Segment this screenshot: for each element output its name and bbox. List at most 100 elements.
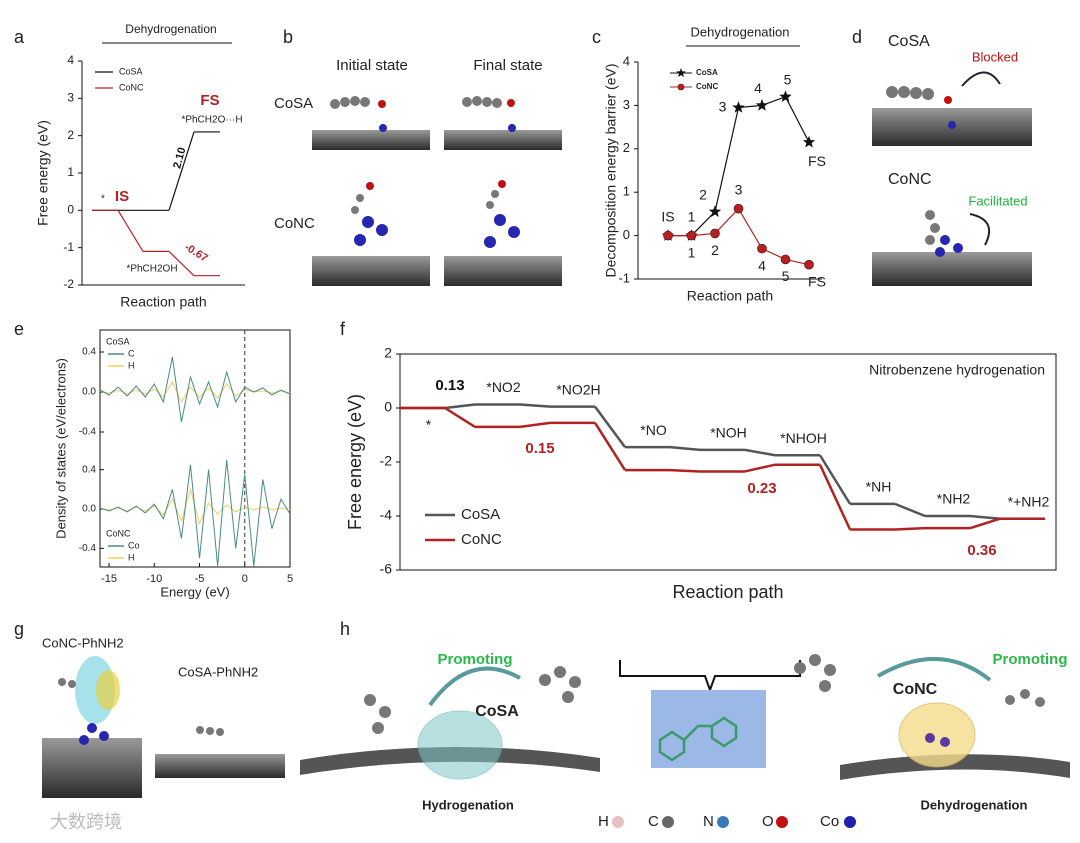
- state-label: *NH2: [937, 491, 971, 507]
- x-tick-label: -15: [101, 573, 117, 585]
- legend-title: CoNC: [106, 528, 131, 538]
- column-label: Initial state: [336, 57, 408, 74]
- state-label: *: [101, 194, 105, 205]
- state-label: *: [426, 417, 432, 433]
- marker: [779, 90, 792, 102]
- annotation: 0.23: [747, 480, 776, 497]
- marker: [708, 205, 722, 217]
- annotation: 0.15: [525, 440, 554, 457]
- dos-curve: [99, 459, 291, 567]
- watermark: 大数跨境: [50, 812, 122, 832]
- legend-label: CoNC: [119, 82, 144, 92]
- legend-swatch: [776, 816, 788, 828]
- panel-g: CoNC-PhNH2 CoSA-PhNH2: [42, 635, 285, 798]
- marker: [757, 243, 767, 254]
- state-label: *+NH2: [1008, 493, 1050, 509]
- connector: [969, 514, 1001, 520]
- state-label: *NH: [866, 479, 892, 495]
- annotation: FS: [200, 92, 219, 109]
- surface-slab: [872, 252, 1032, 286]
- note: Blocked: [972, 49, 1018, 64]
- point-label: 3: [719, 98, 727, 114]
- connector: [593, 405, 627, 448]
- marker: [804, 259, 814, 270]
- legend-swatch: [662, 816, 674, 828]
- state-label: *PhCH2O···H: [181, 115, 242, 126]
- state-label: *PhCH2OH: [126, 264, 177, 275]
- y-tick-label: -2: [380, 453, 393, 469]
- y-tick-label: 3: [67, 91, 74, 105]
- state-label: *NO: [640, 422, 667, 438]
- point-label: 2: [711, 242, 719, 258]
- point-label: 4: [758, 257, 766, 273]
- connector: [818, 454, 852, 505]
- marker: [677, 83, 685, 91]
- product-box: [651, 690, 766, 768]
- panel-d: CoSA Blocked CoNC Facilitated: [872, 33, 1032, 286]
- y-tick-label: 1: [67, 165, 74, 179]
- y-tick-label: -6: [380, 561, 393, 577]
- panel-letter: b: [283, 27, 293, 47]
- label: CoNC-PhNH2: [42, 635, 124, 650]
- ylabel: Density of states (eV/electrons): [53, 358, 68, 539]
- ylabel: Free energy (eV): [35, 120, 51, 226]
- surface-slab: [312, 130, 430, 150]
- legend-title: CoSA: [106, 336, 130, 346]
- connector: [519, 421, 551, 429]
- point-label: FS: [808, 273, 826, 289]
- y-tick-label: -1: [63, 240, 74, 254]
- xlabel: Reaction path: [687, 288, 773, 304]
- legend-swatch: [844, 816, 856, 828]
- note: Facilitated: [968, 193, 1027, 208]
- x-tick-label: 0: [242, 573, 248, 585]
- marker: [676, 68, 686, 77]
- process-label: Dehydrogenation: [921, 797, 1028, 812]
- panel-letter: a: [14, 27, 25, 47]
- y-tick-label: 2: [623, 140, 630, 155]
- point-label: 5: [782, 268, 790, 284]
- surface-slab: [42, 738, 142, 798]
- process-label: Hydrogenation: [422, 797, 514, 812]
- connector: [117, 210, 144, 252]
- connector: [969, 517, 1001, 530]
- y-tick-label: 4: [67, 53, 74, 67]
- legend-label: CoSA: [461, 506, 500, 523]
- panel-letter: g: [14, 619, 24, 639]
- point-label: 1: [688, 244, 696, 260]
- note: Promoting: [438, 651, 513, 668]
- note: Promoting: [993, 651, 1068, 668]
- y-tick-label: 0: [623, 227, 630, 242]
- legend-label: O: [762, 813, 774, 830]
- y-tick-label: 0: [67, 203, 74, 217]
- marker: [663, 230, 673, 241]
- row-label: CoSA: [274, 95, 313, 112]
- plot-frame: [99, 329, 291, 568]
- point-label: 2: [699, 186, 707, 202]
- surface-slab: [155, 754, 285, 778]
- molecule: [330, 96, 502, 109]
- surface-slab: [444, 256, 562, 286]
- y-tick-label: 3: [623, 97, 630, 112]
- arrow: [876, 657, 992, 682]
- legend-label: N: [703, 813, 714, 830]
- surface-sheet: [840, 754, 1070, 780]
- xlabel: Energy (eV): [160, 584, 229, 599]
- point-label: FS: [808, 153, 826, 169]
- state-label: *NO2: [486, 379, 520, 395]
- state-label: *NO2H: [556, 381, 600, 397]
- surface-slab: [312, 256, 430, 286]
- marker: [710, 228, 720, 239]
- connector: [519, 403, 551, 408]
- legend-swatch: [717, 816, 729, 828]
- surface-slab: [444, 130, 562, 150]
- panel-h: Promoting CoSA Hydrogenation Promoting C…: [300, 651, 1070, 812]
- catalyst-label: CoSA: [888, 33, 930, 50]
- panel-letter: e: [14, 319, 24, 339]
- connector: [894, 526, 926, 531]
- y-tick-label: 0.4: [82, 347, 96, 358]
- legend-label: Co: [820, 813, 839, 830]
- point-label: IS: [661, 208, 674, 224]
- catalyst-label: CoSA: [475, 703, 519, 720]
- row-label: CoNC: [274, 215, 315, 232]
- panel-letter: h: [340, 619, 350, 639]
